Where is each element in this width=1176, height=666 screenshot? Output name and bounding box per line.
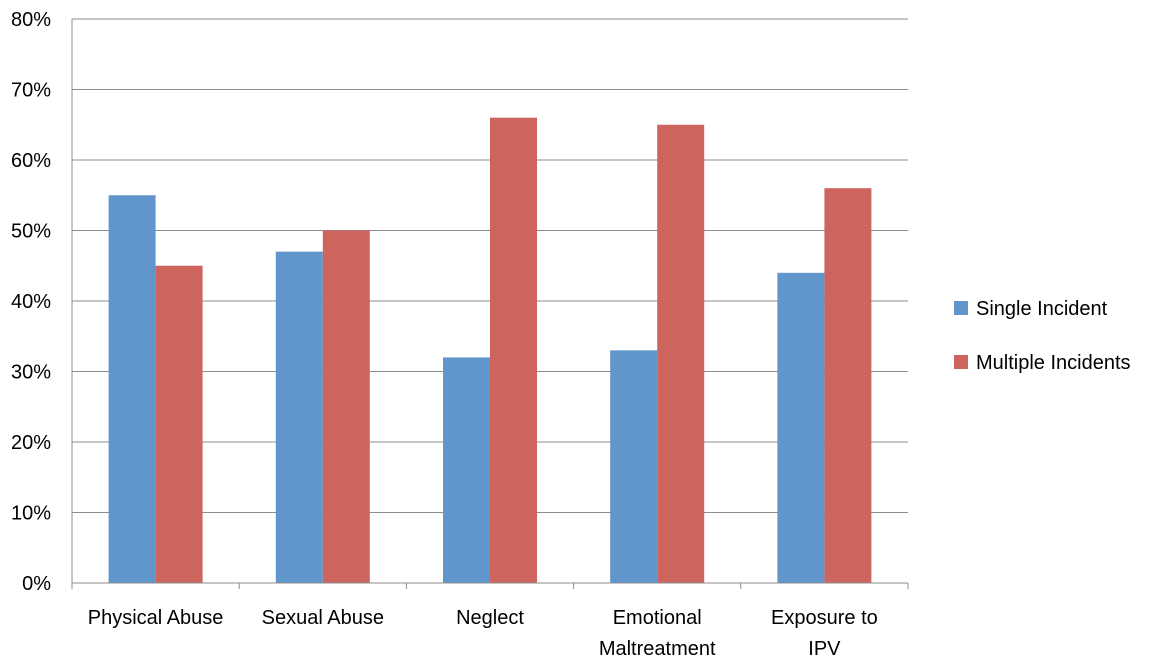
legend-label: Single Incident (976, 298, 1108, 320)
x-category-label: Neglect (456, 607, 524, 629)
x-category-label: Sexual Abuse (262, 607, 384, 629)
bar-multiple-incidents (657, 124, 705, 583)
y-tick-label: 50% (11, 221, 51, 243)
legend: Single Incident Multiple Incidents (954, 298, 1131, 374)
y-tick-label: 0% (22, 573, 51, 595)
legend-label: Multiple Incidents (976, 352, 1131, 374)
axes (71, 19, 909, 589)
x-category-label: Exposure to IPV (771, 607, 878, 660)
y-tick-label: 10% (11, 503, 51, 525)
y-tick-label: 20% (11, 432, 51, 454)
y-tick-label: 40% (11, 291, 51, 313)
bar-multiple-incidents (155, 265, 203, 583)
bar-multiple-incidents (322, 230, 370, 583)
bar-single-incident (108, 195, 156, 583)
x-category-labels: Physical Abuse Sexual Abuse Neglect Emotion… (88, 607, 878, 660)
y-tick-label: 70% (11, 80, 51, 102)
bar-multiple-incidents (490, 117, 537, 583)
x-category-label: Physical Abuse (88, 607, 224, 629)
legend-swatch (954, 355, 968, 369)
y-tick-labels: 0% 10% 20% 30% 40% 50% 60% 70% 80% (11, 9, 51, 595)
x-category-label: Emotional Maltreatment (599, 607, 716, 660)
y-tick-label: 60% (11, 150, 51, 172)
bar-single-incident (777, 272, 825, 583)
y-tick-label: 30% (11, 362, 51, 384)
bar-multiple-incidents (824, 188, 872, 583)
y-tick-label: 80% (11, 9, 51, 31)
bars (108, 117, 872, 583)
bar-single-incident (610, 350, 658, 583)
bar-single-incident (275, 251, 323, 583)
bar-single-incident (443, 357, 490, 583)
legend-swatch (954, 301, 968, 315)
